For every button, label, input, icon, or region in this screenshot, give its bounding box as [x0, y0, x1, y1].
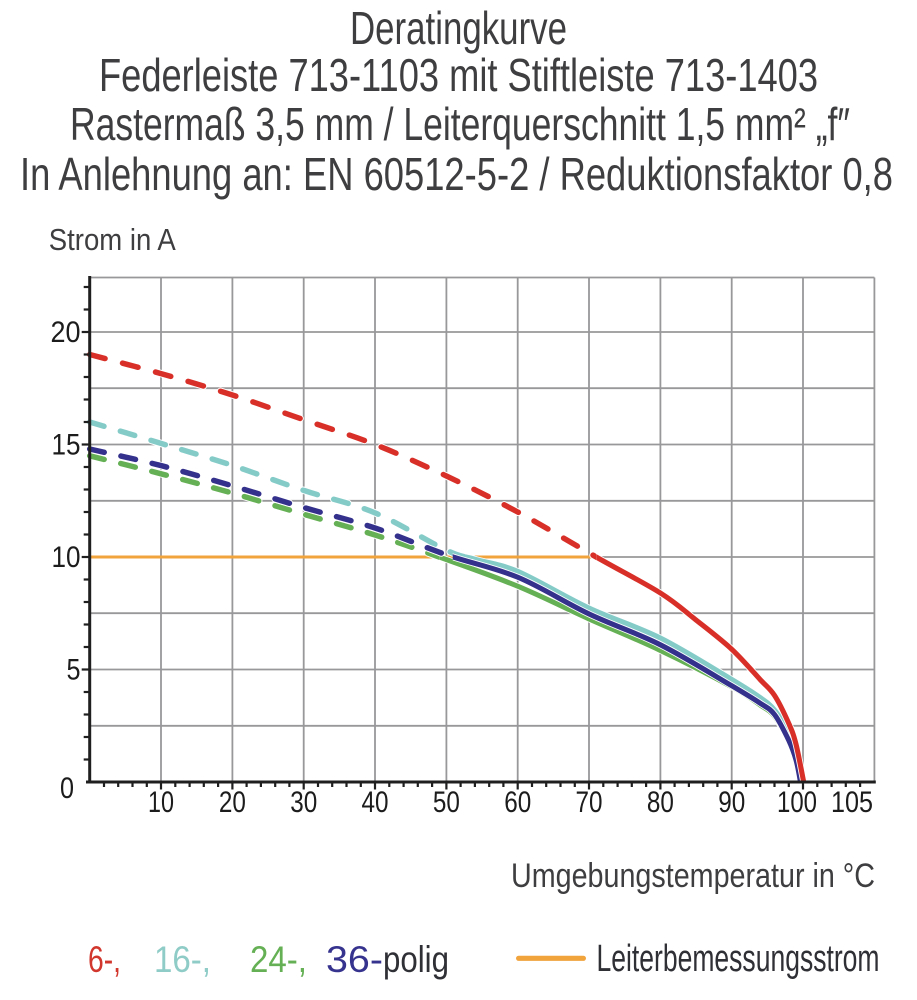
svg-text:30: 30 [290, 786, 317, 819]
svg-text:Strom in A: Strom in A [49, 222, 176, 257]
svg-text:20: 20 [51, 316, 81, 349]
svg-text:10: 10 [52, 541, 81, 574]
svg-text:Leiterbemessungsstrom: Leiterbemessungsstrom [597, 938, 880, 980]
svg-text:Rastermaß 3,5 mm / Leiterquers: Rastermaß 3,5 mm / Leiterquerschnitt 1,5… [70, 98, 850, 150]
svg-text:80: 80 [647, 786, 674, 819]
svg-text:Federleiste 713-1103 mit Stift: Federleiste 713-1103 mit Stiftleiste 713… [99, 49, 818, 101]
svg-text:polig: polig [383, 939, 449, 980]
svg-text:24-,: 24-, [250, 939, 307, 980]
svg-text:15: 15 [52, 429, 81, 462]
svg-text:20: 20 [219, 786, 246, 819]
svg-text:Umgebungstemperatur in °C: Umgebungstemperatur in °C [511, 857, 875, 895]
svg-text:10: 10 [148, 786, 174, 819]
svg-text:70: 70 [576, 786, 603, 819]
svg-text:60: 60 [504, 786, 531, 819]
svg-text:105: 105 [831, 786, 873, 819]
svg-text:36-: 36- [326, 939, 383, 980]
svg-text:6-,: 6-, [88, 939, 121, 980]
svg-text:16-,: 16-, [154, 939, 211, 980]
svg-text:Deratingkurve: Deratingkurve [350, 2, 567, 54]
svg-text:0: 0 [60, 772, 74, 805]
svg-text:In Anlehnung an: EN 60512-5-2: In Anlehnung an: EN 60512-5-2 / Reduktio… [20, 148, 893, 200]
svg-text:100: 100 [777, 786, 817, 819]
svg-text:5: 5 [67, 654, 81, 687]
svg-text:90: 90 [718, 786, 745, 819]
svg-text:50: 50 [433, 786, 460, 819]
svg-text:40: 40 [362, 786, 389, 819]
